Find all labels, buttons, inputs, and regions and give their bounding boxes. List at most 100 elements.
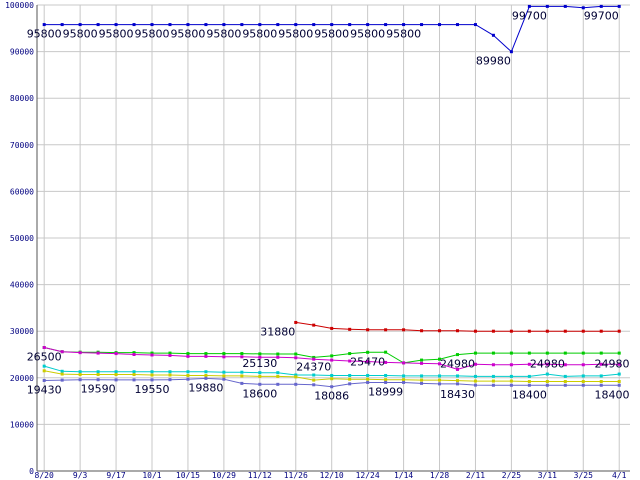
data-point [330, 373, 334, 377]
data-point [491, 33, 495, 37]
data-point [42, 369, 46, 373]
y-tick-label: 20000 [10, 374, 34, 383]
data-point [581, 363, 585, 367]
data-label: 99700 [584, 9, 619, 22]
data-point [599, 374, 603, 378]
data-point [168, 370, 172, 374]
data-point [617, 372, 621, 376]
data-point [114, 373, 118, 377]
y-axis-ticks: 0 10000 20000 30000 40000 50000 60000 70000 8000… [5, 1, 34, 476]
data-point [402, 23, 406, 27]
y-tick-label: 90000 [10, 48, 34, 57]
data-point [294, 373, 298, 377]
data-point [60, 350, 64, 354]
data-point [438, 374, 442, 378]
data-point [509, 351, 513, 355]
data-point [455, 374, 459, 378]
data-point [276, 382, 280, 386]
x-tick-label: 12/24 [356, 471, 380, 480]
data-point [473, 379, 477, 383]
x-axis-ticks: 8/20 9/3 9/17 10/1 10/15 10/29 11/12 11/26 12/10… [35, 471, 627, 480]
data-point [78, 370, 82, 374]
data-label: 19430 [27, 383, 62, 396]
data-point [204, 352, 208, 356]
data-label: 26500 [27, 351, 62, 364]
data-point [240, 370, 244, 374]
data-point [204, 373, 208, 377]
data-point [186, 352, 190, 356]
data-label: 25130 [242, 357, 277, 370]
data-point [473, 351, 477, 355]
data-point [150, 23, 154, 27]
series-layer [42, 4, 621, 389]
data-point [150, 378, 154, 382]
data-label: 19880 [188, 381, 223, 394]
data-point [168, 378, 172, 382]
x-tick-label: 2/25 [502, 471, 521, 480]
data-label: 95800 [278, 28, 313, 41]
data-point [330, 23, 334, 27]
data-label: 18400 [595, 388, 630, 401]
data-point [78, 351, 82, 355]
data-label: 24980 [530, 358, 565, 371]
data-point [420, 378, 424, 382]
data-point [330, 377, 334, 381]
data-point [545, 362, 549, 366]
data-point [545, 380, 549, 384]
data-point [581, 329, 585, 333]
data-label: 95800 [27, 28, 62, 41]
data-point [186, 354, 190, 358]
data-point [491, 383, 495, 387]
data-point [420, 374, 424, 378]
data-point [60, 378, 64, 382]
x-tick-label: 1/28 [430, 471, 449, 480]
data-point [258, 382, 262, 386]
data-point [491, 379, 495, 383]
data-label: 24980 [440, 358, 475, 371]
data-point [420, 329, 424, 333]
data-point [96, 373, 100, 377]
data-point [438, 382, 442, 386]
x-tick-label: 12/10 [320, 471, 344, 480]
data-point [599, 383, 603, 387]
data-point [240, 355, 244, 359]
data-label: 18086 [314, 390, 349, 403]
data-point [366, 350, 370, 354]
data-point [276, 355, 280, 359]
data-point [563, 374, 567, 378]
data-label: 95800 [314, 28, 349, 41]
data-point [150, 353, 154, 357]
data-point [438, 362, 442, 366]
data-point [78, 23, 82, 27]
data-point [563, 363, 567, 367]
data-point [60, 369, 64, 373]
data-point [60, 23, 64, 27]
data-point [563, 4, 567, 8]
data-point [599, 362, 603, 366]
data-point [294, 352, 298, 356]
data-point [114, 370, 118, 374]
y-tick-label: 70000 [10, 141, 34, 150]
data-point [599, 351, 603, 355]
data-point [366, 377, 370, 381]
data-label: 95800 [206, 28, 241, 41]
y-tick-label: 80000 [10, 94, 34, 103]
data-point [366, 23, 370, 27]
x-tick-label: 10/1 [142, 471, 161, 480]
data-point [276, 23, 280, 27]
data-label: 25470 [350, 355, 385, 368]
data-point [491, 351, 495, 355]
data-label: 89980 [476, 55, 511, 68]
data-point [168, 373, 172, 377]
data-label: 24980 [595, 358, 630, 371]
data-point [222, 374, 226, 378]
data-point [294, 320, 298, 324]
y-tick-label: 30000 [10, 327, 34, 336]
data-point [527, 383, 531, 387]
data-point [402, 380, 406, 384]
data-point [258, 355, 262, 359]
data-point [473, 23, 477, 27]
y-tick-label: 60000 [10, 187, 34, 196]
data-point [491, 374, 495, 378]
data-point [132, 378, 136, 382]
